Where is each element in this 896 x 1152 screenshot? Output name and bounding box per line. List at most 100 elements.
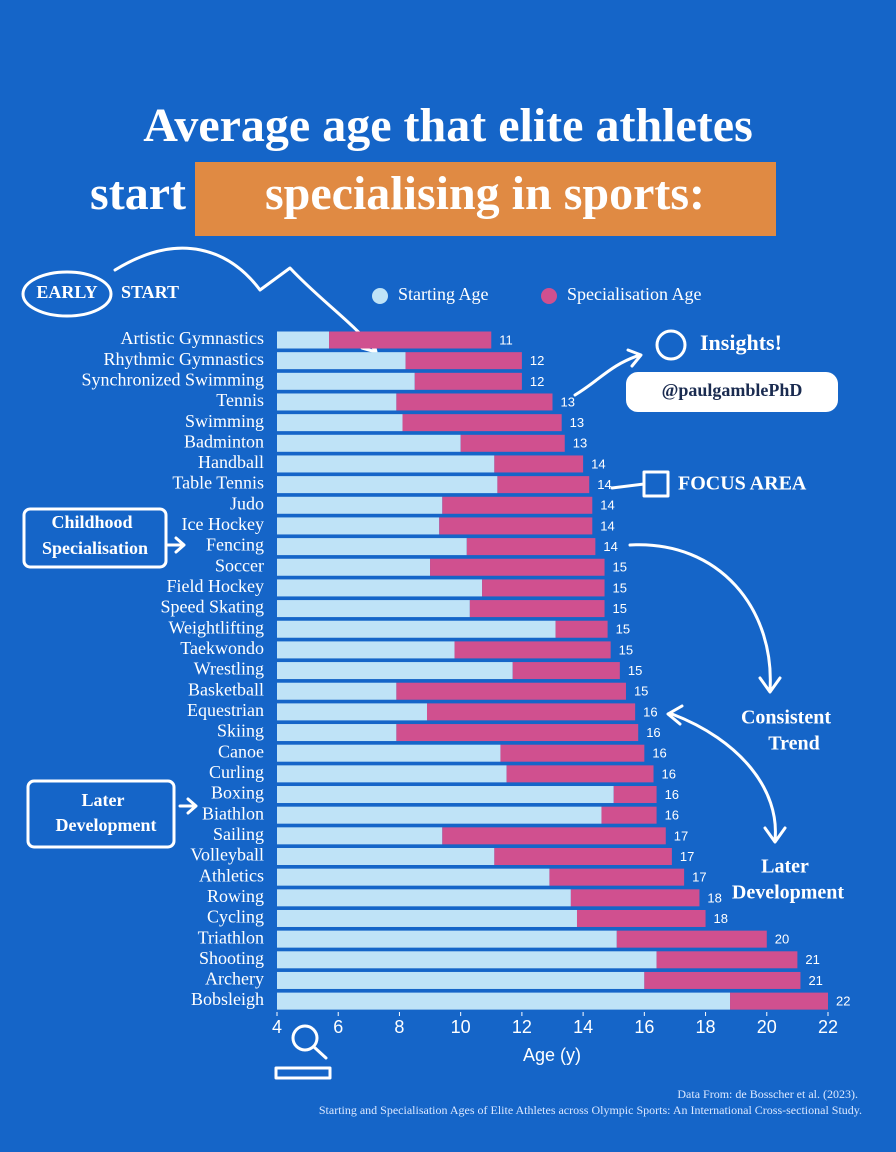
x-tick-label: 8 <box>394 1017 404 1037</box>
annotation: EARLY <box>36 282 97 302</box>
x-tick-label: 4 <box>272 1017 282 1037</box>
bar-starting-age <box>277 393 397 411</box>
value-label: 16 <box>652 746 666 761</box>
category-label: Curling <box>209 762 264 782</box>
bar-starting-age <box>277 827 443 845</box>
bar-specialisation-age <box>405 352 522 370</box>
x-tick-label: 20 <box>757 1017 777 1037</box>
bar-specialisation-age <box>442 496 593 514</box>
category-label: Weightlifting <box>168 617 264 637</box>
value-label: 20 <box>775 932 789 947</box>
bar-starting-age <box>277 909 577 927</box>
bar-starting-age <box>277 930 617 948</box>
bar-specialisation-age <box>656 951 798 969</box>
value-label: 13 <box>573 436 587 451</box>
annotation: Development <box>732 882 845 904</box>
bar-specialisation-age <box>460 434 565 452</box>
bar-starting-age <box>277 703 427 721</box>
value-label: 17 <box>692 870 706 885</box>
bar-specialisation-age <box>506 765 654 783</box>
legend-label: Specialisation Age <box>567 284 701 304</box>
bar-starting-age <box>277 786 614 804</box>
bar-starting-age <box>277 620 556 638</box>
value-label: 15 <box>628 663 642 678</box>
legend-swatch <box>541 288 557 304</box>
bar-specialisation-age <box>555 620 608 638</box>
source: Starting and Specialisation Ages of Elit… <box>319 1103 862 1117</box>
value-label: 15 <box>613 601 627 616</box>
category-label: Taekwondo <box>180 638 264 658</box>
category-label: Artistic Gymnastics <box>121 328 264 348</box>
category-label: Tennis <box>216 390 264 410</box>
bar-specialisation-age <box>396 724 639 742</box>
bar-specialisation-age <box>396 682 626 700</box>
bar-specialisation-age <box>482 579 605 597</box>
category-label: Canoe <box>218 741 264 761</box>
value-label: 15 <box>616 622 630 637</box>
title-line2: start <box>90 167 186 220</box>
source: Data From: de Bosscher et al. (2023). <box>677 1087 858 1101</box>
value-label: 15 <box>613 580 627 595</box>
bar-starting-age <box>277 352 406 370</box>
bar-specialisation-age <box>402 414 562 432</box>
category-label: Judo <box>230 493 264 513</box>
bar-specialisation-age <box>576 909 706 927</box>
category-label: Ice Hockey <box>182 514 264 534</box>
legend-swatch <box>372 288 388 304</box>
value-label: 14 <box>600 498 614 513</box>
x-tick-label: 6 <box>333 1017 343 1037</box>
value-label: 16 <box>665 808 679 823</box>
value-label: 13 <box>561 394 575 409</box>
bar-starting-age <box>277 868 550 886</box>
bar-starting-age <box>277 848 495 865</box>
bar-specialisation-age <box>414 372 522 390</box>
bar-starting-age <box>277 806 602 824</box>
bar-specialisation-age <box>497 476 590 494</box>
bar-specialisation-age <box>494 455 584 473</box>
value-label: 18 <box>707 890 721 905</box>
value-label: 14 <box>600 518 614 533</box>
value-label: 12 <box>530 374 544 389</box>
category-label: Soccer <box>215 555 264 575</box>
bar-specialisation-age <box>570 889 700 907</box>
x-tick-label: 18 <box>696 1017 716 1037</box>
value-label: 17 <box>680 849 694 864</box>
value-label: 21 <box>805 952 819 967</box>
category-label: Biathlon <box>202 803 264 823</box>
bar-starting-age <box>277 992 731 1010</box>
value-label: 12 <box>530 353 544 368</box>
bar-starting-age <box>277 434 461 452</box>
x-tick-label: 16 <box>634 1017 654 1037</box>
bar-starting-age <box>277 641 455 659</box>
category-label: Swimming <box>185 411 264 431</box>
value-label: 14 <box>591 456 605 471</box>
value-label: 14 <box>597 477 611 492</box>
bar-starting-age <box>277 951 657 969</box>
value-label: 16 <box>646 725 660 740</box>
annotation: Childhood <box>51 512 132 532</box>
bar-specialisation-age <box>601 806 657 824</box>
category-label: Triathlon <box>198 927 264 947</box>
bar-specialisation-age <box>430 558 605 576</box>
category-label: Sailing <box>213 824 264 844</box>
arrow <box>573 348 643 397</box>
value-label: 13 <box>570 415 584 430</box>
bar-starting-age <box>277 538 467 556</box>
category-label: Table Tennis <box>172 473 264 493</box>
annotation: @paulgamblePhD <box>662 380 803 400</box>
icon <box>291 1024 319 1052</box>
bar-starting-age <box>277 971 645 989</box>
connector <box>610 482 646 490</box>
x-tick-label: 12 <box>512 1017 532 1037</box>
x-tick-label: 14 <box>573 1017 593 1037</box>
title-highlight: specialising in sports: <box>265 167 705 220</box>
category-label: Rhythmic Gymnastics <box>104 349 265 369</box>
bar-starting-age <box>277 414 403 432</box>
category-label: Synchronized Swimming <box>82 369 265 389</box>
bar-specialisation-age <box>494 848 672 865</box>
bar-starting-age <box>277 331 330 349</box>
box <box>26 779 176 849</box>
title: Average age that elite athletes <box>143 99 753 152</box>
bar-starting-age <box>277 517 440 535</box>
